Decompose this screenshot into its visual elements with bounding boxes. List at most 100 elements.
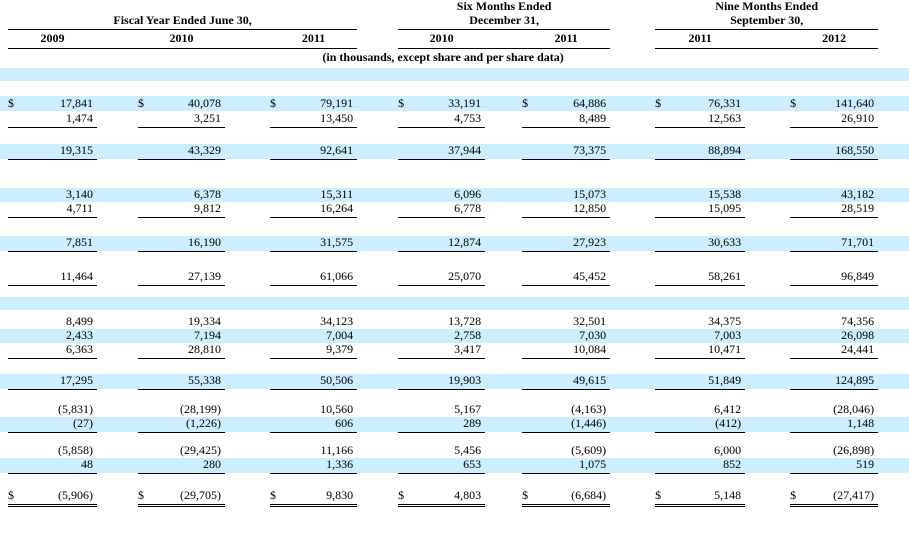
currency-cell — [138, 402, 152, 417]
pad-cell — [878, 236, 909, 251]
column-gap-cell — [357, 315, 398, 329]
currency-cell — [790, 402, 804, 417]
value-cell: (27,417) — [804, 488, 879, 507]
value-cell: (27) — [22, 417, 97, 433]
blank-cell — [8, 389, 878, 402]
pad-cell — [878, 297, 909, 310]
value-cell: 34,123 — [320, 315, 354, 329]
column-gap-cell — [357, 329, 398, 343]
value-cell: (6,684) — [536, 488, 611, 507]
blank-cell — [8, 127, 878, 144]
pad-cell — [0, 329, 8, 343]
table-row: $ (5,906) $ (29,705) $9,830 $4,803 $ (6,684) $5,… — [0, 488, 909, 507]
spacer-row — [0, 358, 909, 374]
pad-cell — [0, 0, 8, 29]
column-gap-cell — [225, 402, 270, 417]
column-gap-cell — [745, 96, 790, 111]
column-gap-cell — [225, 374, 270, 389]
value-cell: 76,331 — [708, 96, 742, 110]
pad-cell — [0, 81, 8, 96]
column-gap-cell — [357, 96, 398, 111]
table-row: 3,140 6,378 15,311 6,096 15,073 15,538 43,182 — [0, 188, 909, 203]
value-cell: 15,073 — [573, 188, 607, 202]
currency-cell — [8, 374, 22, 390]
currency-cell — [398, 417, 413, 433]
column-gap-cell — [745, 188, 790, 202]
currency-cell — [655, 188, 669, 202]
column-gap-cell — [97, 402, 138, 417]
currency-cell — [270, 236, 284, 252]
currency-cell — [655, 417, 670, 433]
value-cell: 19,903 — [412, 374, 486, 390]
value-cell: (28,046) — [833, 402, 875, 416]
highlight-stripe-row — [0, 68, 909, 82]
column-gap-cell — [485, 488, 522, 505]
currency-cell — [522, 417, 537, 433]
column-gap-cell — [610, 188, 655, 202]
pad-cell — [0, 188, 8, 202]
column-gap-cell — [225, 269, 270, 285]
column-gap-cell — [485, 458, 522, 473]
pad-cell — [878, 159, 909, 188]
pad-cell — [878, 285, 909, 297]
currency-cell — [655, 236, 670, 252]
value-cell: 27,139 — [152, 269, 225, 286]
currency-cell — [138, 315, 152, 329]
blank-cell — [8, 432, 878, 443]
currency-cell — [8, 269, 22, 286]
pad-cell — [878, 473, 909, 488]
pad-cell — [0, 68, 8, 81]
value-cell: (1,446) — [536, 417, 611, 433]
column-gap-cell — [485, 144, 522, 159]
value-cell: 9,379 — [284, 343, 358, 359]
currency-cell — [522, 402, 536, 417]
column-gap-cell — [485, 269, 522, 285]
blank-cell — [8, 217, 878, 236]
value-cell: 280 — [152, 458, 225, 474]
highlight-stripe-row — [0, 81, 909, 96]
pad-cell — [878, 432, 909, 443]
value-cell: 16,190 — [152, 236, 225, 252]
pad-cell — [0, 127, 8, 144]
pad-cell — [878, 144, 909, 159]
value-cell: 10,560 — [320, 402, 354, 416]
pad-cell — [0, 458, 8, 473]
column-gap-cell — [225, 144, 270, 159]
column-gap-cell — [745, 329, 790, 343]
currency-cell — [655, 144, 670, 160]
pad-cell — [0, 343, 8, 358]
currency-cell — [522, 236, 537, 252]
value-cell: 73,375 — [536, 144, 611, 160]
currency-cell — [270, 443, 284, 458]
value-cell: 1,336 — [284, 458, 358, 474]
currency-cell — [790, 269, 805, 286]
year-gap-cell — [97, 29, 138, 49]
currency-cell — [8, 329, 22, 343]
value-cell: 28,519 — [804, 202, 879, 218]
currency-cell: $ — [270, 96, 276, 110]
table-row: 8,499 19,334 34,123 13,728 32,501 34,375 74,35… — [0, 315, 909, 329]
value-cell: 25,070 — [412, 269, 486, 286]
value-cell: 3,417 — [412, 343, 486, 359]
value-cell: (5,609) — [571, 443, 607, 457]
column-gap-cell — [357, 443, 398, 458]
value-cell: 7,194 — [194, 329, 221, 343]
column-gap-cell — [745, 236, 790, 251]
column-gap-cell — [357, 144, 398, 159]
year-header: 2011 — [655, 29, 746, 49]
value-cell: 289 — [412, 417, 486, 433]
currency-cell — [138, 417, 152, 433]
value-cell: 50,506 — [284, 374, 358, 390]
value-cell: 852 — [669, 458, 746, 474]
blank-cell — [8, 473, 878, 488]
currency-cell — [398, 202, 413, 218]
year-gap-cell — [485, 29, 523, 49]
value-cell: 32,501 — [573, 315, 607, 329]
column-gap-cell — [225, 236, 270, 251]
value-cell: 17,295 — [22, 374, 97, 390]
column-gap-cell — [97, 236, 138, 251]
column-gap-cell — [610, 417, 655, 432]
table-row: $17,841 $40,078 $79,191 $33,191 $64,886 $76,3… — [0, 96, 909, 112]
column-gap-cell — [97, 202, 138, 217]
value-cell: 6,096 — [454, 188, 482, 202]
